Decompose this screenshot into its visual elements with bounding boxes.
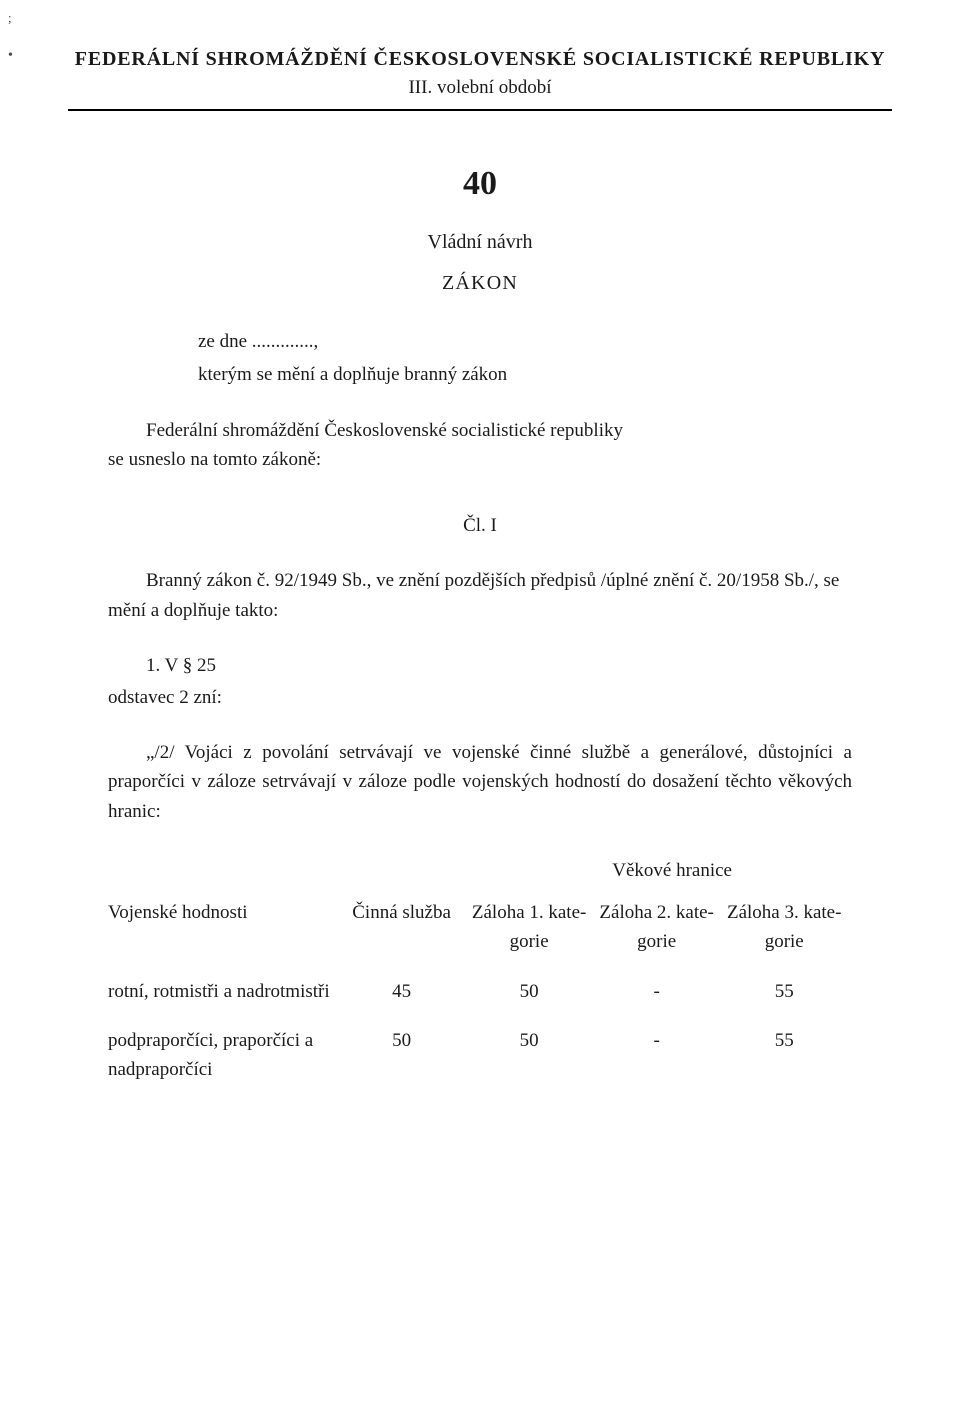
table-row: podpraporčíci, praporčíci a nadpraporčíc…: [108, 1010, 852, 1089]
cell-r1: 50: [469, 961, 597, 1010]
age-limits-header: Věkové hranice: [108, 856, 732, 885]
item-1: 1. V § 25 odstavec 2 zní:: [108, 651, 852, 712]
col-active: Činná služba: [342, 894, 470, 961]
col-reserve-1: Záloha 1. kate- gorie: [469, 894, 597, 961]
table-row: rotní, rotmistři a nadrotmistři 45 50 - …: [108, 961, 852, 1010]
item-1-line2: odstavec 2 zní:: [108, 683, 852, 712]
header-rule: [68, 109, 892, 111]
scan-marks: ; •: [8, 10, 12, 26]
document-title: ZÁKON: [68, 272, 892, 295]
header-subtitle: III. volební období: [68, 77, 892, 99]
intro-subject-line: kterým se mění a doplňuje branný zákon: [198, 360, 832, 389]
cell-r3: 55: [724, 1010, 852, 1089]
col-reserve-2: Záloha 2. kate- gorie: [597, 894, 725, 961]
document-type: Vládní návrh: [68, 231, 892, 254]
cell-active: 45: [342, 961, 470, 1010]
cell-r2: -: [597, 1010, 725, 1089]
cell-r2: -: [597, 961, 725, 1010]
col-reserve-3: Záloha 3. kate- gorie: [724, 894, 852, 961]
paragraph-amendment: Branný zákon č. 92/1949 Sb., ve znění po…: [108, 566, 852, 625]
cell-r1: 50: [469, 1010, 597, 1089]
intro-block: ze dne ............., kterým se mění a d…: [198, 327, 832, 390]
item-1-line1: 1. V § 25: [108, 651, 852, 680]
header-title: FEDERÁLNÍ SHROMÁŽDĚNÍ ČESKOSLOVENSKÉ SOC…: [68, 48, 892, 71]
cell-rank: podpraporčíci, praporčíci a nadpraporčíc…: [108, 1010, 342, 1089]
body: Federální shromáždění Československé soc…: [108, 416, 852, 1089]
resolution: Federální shromáždění Československé soc…: [108, 416, 852, 475]
document-header: FEDERÁLNÍ SHROMÁŽDĚNÍ ČESKOSLOVENSKÉ SOC…: [68, 48, 892, 99]
cell-rank: rotní, rotmistři a nadrotmistři: [108, 961, 342, 1010]
intro-date-line: ze dne .............,: [198, 327, 832, 356]
quoted-paragraph: „/2/ Vojáci z povolání setrvávají ve voj…: [108, 738, 852, 826]
page: FEDERÁLNÍ SHROMÁŽDĚNÍ ČESKOSLOVENSKÉ SOC…: [0, 0, 960, 1129]
ranks-table: Vojenské hodnosti Činná služba Záloha 1.…: [108, 894, 852, 1089]
resolution-line2: se usneslo na tomto zákoně:: [108, 445, 852, 474]
cell-r3: 55: [724, 961, 852, 1010]
cell-active: 50: [342, 1010, 470, 1089]
resolution-line1: Federální shromáždění Československé soc…: [108, 416, 852, 445]
table-header-row: Vojenské hodnosti Činná služba Záloha 1.…: [108, 894, 852, 961]
col-rank: Vojenské hodnosti: [108, 894, 342, 961]
document-number: 40: [68, 165, 892, 203]
article-heading: Čl. I: [108, 511, 852, 540]
